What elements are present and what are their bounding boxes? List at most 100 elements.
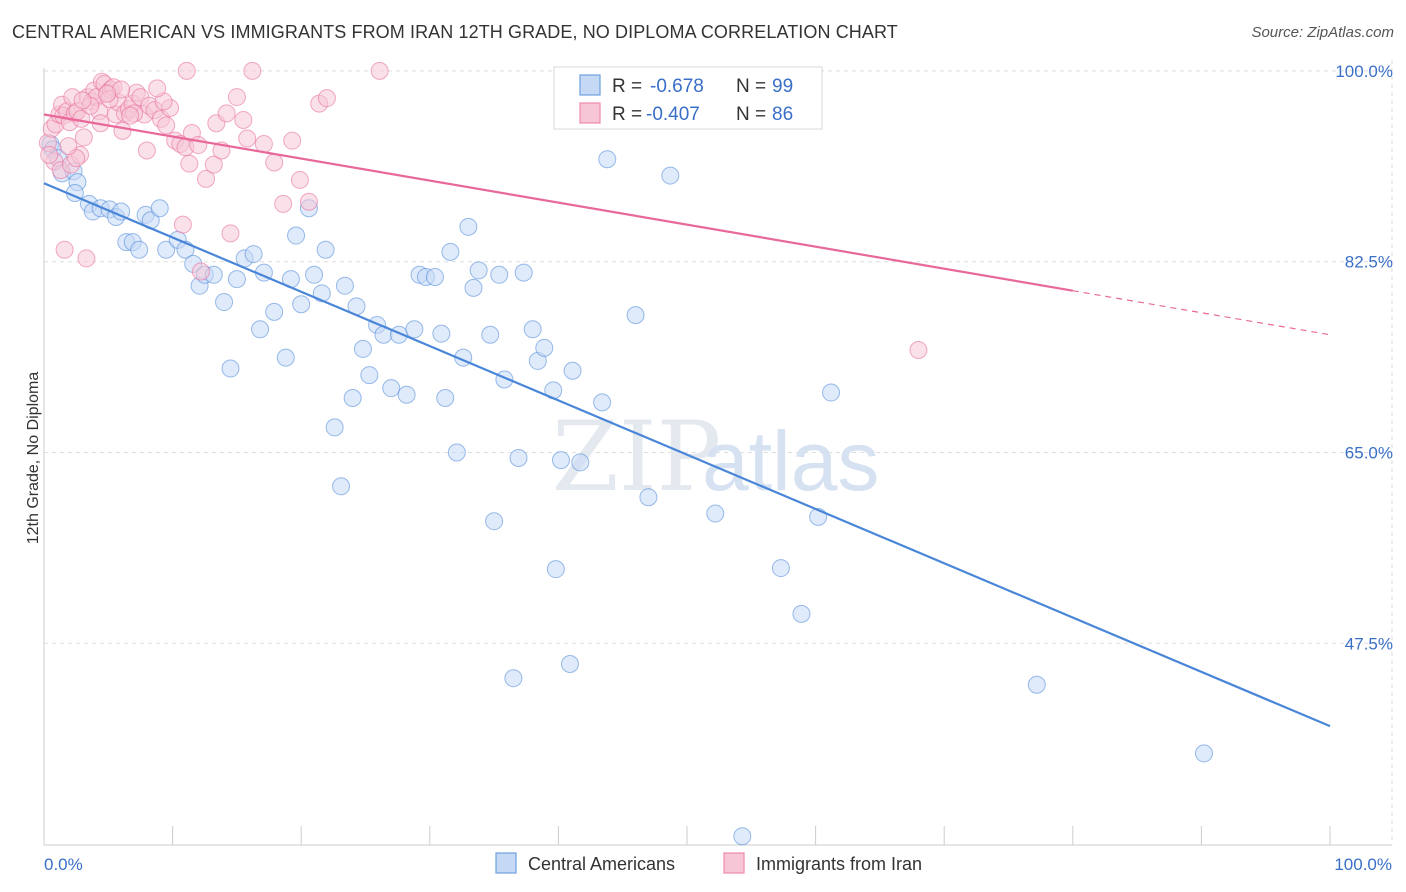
data-point-0-26 [215,293,234,312]
data-point-0-41 [316,240,335,259]
stats-legend-r-value-1: -0.678 [650,76,704,97]
stats-legend-r-label-2: R = [612,104,642,125]
data-point-0-73 [523,320,542,339]
tick-labels: 100.0% 82.5% 65.0% 47.5% 0.0% 100.0% [44,62,1393,874]
data-point-0-92 [822,383,841,402]
data-point-1-76 [173,215,192,234]
data-point-1-54 [299,192,318,211]
data-point-1-51 [274,194,293,213]
data-point-0-86 [661,166,680,185]
series-central-americans [41,134,1213,846]
stats-legend-swatch-immigrants-from-iran [579,102,601,124]
data-point-0-48 [360,366,379,385]
data-point-0-89 [771,559,790,578]
data-point-0-34 [276,348,295,367]
data-point-0-37 [292,295,311,314]
data-point-0-19 [157,240,176,259]
legend-label-central-americans: Central Americans [528,854,675,874]
data-point-0-47 [353,339,372,358]
legend-swatch-immigrants-from-iran [723,852,745,874]
source-label: Source: ZipAtlas.com [1251,24,1394,41]
data-point-0-72 [514,263,533,282]
data-point-0-83 [598,150,617,169]
data-point-0-70 [504,669,523,688]
y-tick-label-3: 47.5% [1345,634,1393,653]
data-point-1-78 [909,341,928,360]
data-point-0-40 [312,284,331,303]
data-point-1-48 [243,61,262,80]
data-point-0-94 [1194,744,1213,763]
data-point-0-43 [332,477,351,496]
data-point-1-52 [283,131,302,150]
chart-title: CENTRAL AMERICAN VS IMMIGRANTS FROM IRAN… [12,22,898,42]
data-point-0-45 [343,388,362,407]
data-point-1-49 [254,134,273,153]
x-tick-label-1: 100.0% [1334,855,1392,874]
data-point-0-93 [1027,675,1046,694]
data-point-0-71 [509,448,528,467]
data-point-0-61 [447,443,466,462]
data-point-0-57 [425,267,444,286]
y-tick-label-0: 100.0% [1335,62,1393,81]
data-point-1-75 [370,61,389,80]
data-point-1-83 [40,145,59,164]
legend-label-immigrants-from-iran: Immigrants from Iran [756,854,922,874]
y-tick-label-2: 65.0% [1345,444,1393,463]
x-tick-label-0: 0.0% [44,855,83,874]
data-point-1-82 [59,137,78,156]
data-point-1-50 [265,153,284,172]
data-point-0-84 [626,306,645,325]
data-point-1-73 [217,104,236,123]
data-point-0-66 [481,325,500,344]
data-point-1-79 [98,84,117,103]
data-point-0-31 [251,320,270,339]
data-point-1-56 [317,89,336,108]
data-point-0-30 [244,245,263,264]
data-point-0-80 [563,361,582,380]
data-point-0-85 [639,488,658,507]
data-point-1-71 [191,262,210,281]
data-point-0-82 [593,393,612,412]
data-point-1-42 [197,169,216,188]
data-point-0-64 [464,278,483,297]
data-point-0-65 [469,261,488,280]
data-point-0-60 [441,242,460,261]
trend-line-0 [43,182,1331,728]
data-point-1-85 [148,79,167,98]
data-point-0-81 [571,453,590,472]
data-point-1-77 [177,61,196,80]
stats-legend-r-label-1: R = [612,76,642,97]
y-axis-title: 12th Grade, No Diploma [25,372,42,545]
data-point-0-75 [535,338,554,357]
data-point-0-44 [335,276,354,295]
data-point-0-67 [485,512,504,531]
data-point-1-61 [77,249,96,268]
data-point-1-84 [121,106,140,125]
data-point-0-51 [382,379,401,398]
data-point-1-35 [157,116,176,135]
axes [43,68,1392,846]
data-point-1-68 [137,141,156,160]
data-point-0-79 [560,655,579,674]
data-point-0-90 [792,604,811,623]
data-point-0-27 [221,359,240,378]
data-point-1-12 [74,128,93,147]
data-point-0-68 [490,265,509,284]
data-point-0-36 [287,226,306,245]
data-point-0-33 [265,302,284,321]
data-point-0-59 [436,388,455,407]
data-point-1-62 [55,240,74,259]
stats-legend: R = -0.678 N = 99 R = -0.407 N = 86 [553,66,823,130]
stats-legend-n-value-2: 86 [772,104,793,125]
trend-line-dashed-1 [1072,290,1331,336]
data-point-1-81 [73,91,92,110]
data-point-0-42 [325,418,344,437]
data-point-1-25 [113,121,132,140]
legend-swatch-central-americans [495,852,517,874]
data-point-1-47 [234,110,253,129]
data-point-0-54 [405,320,424,339]
stats-legend-n-label-2: N = [736,104,766,125]
data-point-1-46 [227,88,246,107]
data-point-0-63 [459,217,478,236]
